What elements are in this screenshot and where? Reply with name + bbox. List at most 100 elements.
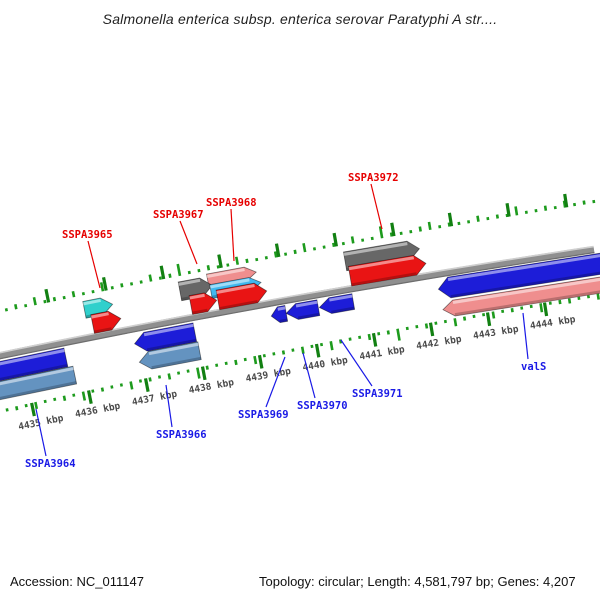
gene-arrow-bevel: [452, 277, 600, 304]
major-tick: [274, 243, 281, 258]
ruler-bar: [543, 205, 548, 211]
ruler-bar: [418, 226, 422, 232]
gene-arrow-bevel: [90, 312, 109, 319]
gene-label-SSPA3966[interactable]: SSPA3966: [156, 429, 207, 441]
major-tick: [143, 378, 150, 392]
gene-arrow-bevel: [178, 278, 201, 286]
leader-line-SSPA3969: [265, 356, 286, 408]
ruler-bar: [53, 397, 57, 402]
major-tick: [390, 222, 396, 237]
ruler-bar: [562, 200, 567, 208]
ruler-bar: [138, 379, 143, 383]
major-tick: [428, 322, 435, 337]
gene-arrow-shade: [331, 306, 355, 314]
gene-arrow-shade: [151, 356, 202, 369]
ruler-bar: [81, 291, 85, 296]
ruler-bar: [312, 247, 317, 251]
gene-arrow-shade: [297, 312, 320, 319]
gene-label-SSPA3967[interactable]: SSPA3967: [153, 209, 204, 221]
gene-arrow-shade: [279, 318, 288, 323]
major-tick: [447, 212, 454, 227]
ruler-bar: [424, 323, 429, 329]
gene-arrow-SSPA3964-gene[interactable]: [0, 365, 78, 405]
stats-caption: Topology: circular; Length: 4,581,797 bp…: [259, 574, 576, 589]
ruler-bar: [245, 258, 249, 264]
ruler-bar: [176, 263, 182, 277]
gene-label-SSPA3964[interactable]: SSPA3964: [25, 458, 76, 470]
ruler-bar: [253, 355, 258, 365]
major-tick: [314, 343, 321, 358]
major-tick: [563, 193, 569, 208]
ruler-bar: [300, 346, 305, 354]
ruler-bar: [91, 389, 95, 393]
ruler-bar: [389, 232, 394, 237]
ruler-bar: [215, 363, 219, 367]
map-title: Salmonella enterica subsp. enterica sero…: [102, 11, 498, 27]
gene-label-SSPA3965[interactable]: SSPA3965: [62, 229, 113, 241]
ruler-bar: [539, 303, 544, 313]
ruler-bar: [358, 335, 362, 340]
ruler-bar: [264, 256, 268, 260]
ruler-label: 4442 kbp: [415, 334, 462, 352]
major-tick: [86, 390, 93, 405]
gene-label-SSPA3969[interactable]: SSPA3969: [238, 409, 289, 421]
gene-arrow-bevel: [206, 268, 245, 278]
gene-arrow-bevel: [148, 342, 199, 356]
gene-label-SSPA3971[interactable]: SSPA3971: [352, 388, 403, 400]
gene-arrow-bevel: [143, 323, 194, 337]
ruler-major-ticks: [30, 193, 569, 417]
gene-arrow-cds-f4[interactable]: [347, 254, 427, 287]
ruler-bar: [558, 299, 562, 305]
leader-line-SSPA3967: [179, 220, 198, 265]
ruler-bar: [129, 282, 134, 286]
ruler-bar: [447, 222, 451, 227]
ruler-bar: [52, 296, 57, 302]
ruler-bar: [370, 236, 374, 241]
gene-arrow-bevel: [447, 254, 600, 281]
major-tick: [257, 354, 264, 369]
ruler-bar: [24, 403, 28, 408]
ruler-bar: [319, 342, 324, 347]
major-tick: [371, 332, 378, 347]
leader-line-SSPA3972: [370, 183, 383, 230]
major-tick: [44, 288, 51, 303]
gene-arrow-bevel: [343, 242, 408, 256]
ruler-bar: [514, 206, 519, 216]
gene-arrow-shade: [93, 327, 112, 333]
gene-arrow-SSPA3966-cds[interactable]: [133, 322, 198, 352]
gene-arrow-bevel: [295, 300, 318, 308]
major-tick: [332, 232, 338, 247]
ruler-bar: [377, 332, 381, 336]
ruler-bar: [361, 238, 365, 242]
gene-arrow-SSPA3972-gene[interactable]: [343, 240, 421, 272]
ruler-label: 4443 kbp: [472, 324, 519, 342]
gene-label-valS[interactable]: valS: [521, 361, 546, 373]
ruler-label: 4439 kbp: [245, 366, 292, 385]
ruler-bar: [99, 282, 105, 292]
ruler-bar: [310, 344, 314, 349]
gene-arrow-shade: [454, 290, 600, 316]
major-tick: [542, 302, 549, 317]
gene-arrow-shade: [351, 272, 417, 286]
ruler-bar: [216, 265, 220, 269]
gene-arrow-shade: [0, 381, 77, 400]
ruler-bar: [5, 408, 9, 412]
ruler-bar: [15, 406, 19, 411]
ruler-bar: [91, 289, 95, 294]
major-tick: [485, 312, 492, 327]
gene-arrow-bevel: [329, 294, 353, 302]
gene-arrow-SSPA3966-gene[interactable]: [138, 341, 202, 370]
ruler-bar: [272, 352, 276, 356]
ruler-bar: [197, 268, 201, 273]
gene-label-SSPA3968[interactable]: SSPA3968: [206, 197, 257, 209]
ruler-bar: [495, 214, 499, 219]
ruler-bar: [234, 359, 238, 366]
ruler-bar: [110, 385, 114, 389]
gene-arrow-valS[interactable]: [437, 251, 600, 299]
gene-arrow-SSPA3964-cds[interactable]: [0, 347, 69, 387]
ruler-bar: [71, 290, 76, 298]
gene-label-SSPA3972[interactable]: SSPA3972: [348, 172, 399, 184]
major-tick: [200, 366, 207, 381]
gene-label-SSPA3970[interactable]: SSPA3970: [297, 400, 348, 412]
